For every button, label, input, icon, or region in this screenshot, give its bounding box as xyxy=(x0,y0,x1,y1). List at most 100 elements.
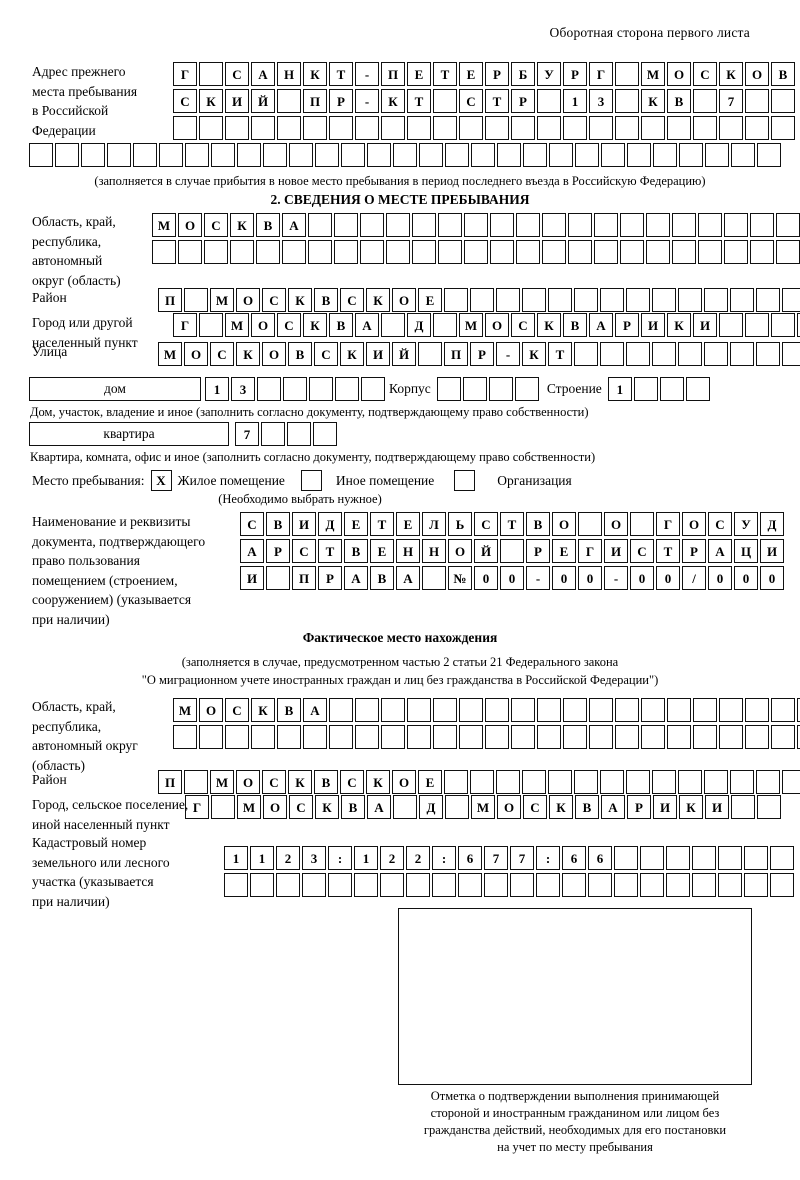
grid-cell[interactable] xyxy=(574,770,598,794)
grid-cell[interactable] xyxy=(614,873,638,897)
grid-cell[interactable] xyxy=(744,846,768,870)
grid-cell[interactable] xyxy=(620,240,644,264)
stroenie-cells[interactable]: 1 xyxy=(607,377,712,401)
grid-cell[interactable]: 7 xyxy=(510,846,534,870)
stamp-box[interactable] xyxy=(398,908,752,1085)
grid-cell[interactable]: 1 xyxy=(250,846,274,870)
grid-cell[interactable] xyxy=(438,240,462,264)
grid-cell[interactable] xyxy=(745,116,769,140)
grid-cell[interactable]: М xyxy=(225,313,249,337)
grid-cell[interactable]: О xyxy=(251,313,275,337)
grid-cell[interactable] xyxy=(185,143,209,167)
grid-cell[interactable]: О xyxy=(236,288,260,312)
grid-cell[interactable]: К xyxy=(719,62,743,86)
grid-cell[interactable]: 6 xyxy=(562,846,586,870)
grid-cell[interactable] xyxy=(782,288,800,312)
grid-cell[interactable]: 1 xyxy=(354,846,378,870)
grid-cell[interactable] xyxy=(757,143,781,167)
grid-cell[interactable]: О xyxy=(604,512,628,536)
grid-cell[interactable]: П xyxy=(444,342,468,366)
grid-cell[interactable] xyxy=(471,143,495,167)
grid-cell[interactable]: А xyxy=(303,698,327,722)
grid-cell[interactable]: С xyxy=(630,539,654,563)
grid-cell[interactable]: С xyxy=(693,62,717,86)
grid-cell[interactable] xyxy=(107,143,131,167)
grid-cell[interactable] xyxy=(666,873,690,897)
grid-cell[interactable]: О xyxy=(199,698,223,722)
grid-cell[interactable]: О xyxy=(552,512,576,536)
grid-cell[interactable] xyxy=(436,377,461,401)
grid-cell[interactable]: Р xyxy=(615,313,639,337)
grid-cell[interactable]: С xyxy=(210,342,234,366)
grid-cell[interactable] xyxy=(782,770,800,794)
grid-cell[interactable] xyxy=(308,240,332,264)
grid-cell[interactable]: Т xyxy=(407,89,431,113)
grid-cell[interactable] xyxy=(367,143,391,167)
grid-cell[interactable] xyxy=(490,240,514,264)
grid-cell[interactable] xyxy=(444,770,468,794)
grid-cell[interactable]: Е xyxy=(418,770,442,794)
grid-cell[interactable] xyxy=(563,725,587,749)
grid-cell[interactable]: 0 xyxy=(500,566,524,590)
grid-cell[interactable] xyxy=(459,725,483,749)
grid-cell[interactable] xyxy=(646,240,670,264)
grid-cell[interactable]: - xyxy=(496,342,520,366)
grid-cell[interactable]: Т xyxy=(548,342,572,366)
grid-cell[interactable]: В xyxy=(344,539,368,563)
grid-cell[interactable] xyxy=(614,846,638,870)
grid-cell[interactable] xyxy=(659,377,684,401)
grid-cell[interactable] xyxy=(484,873,508,897)
grid-cell[interactable] xyxy=(432,873,456,897)
grid-cell[interactable] xyxy=(355,116,379,140)
grid-cell[interactable] xyxy=(133,143,157,167)
grid-cell[interactable]: В xyxy=(277,698,301,722)
grid-cell[interactable]: Й xyxy=(392,342,416,366)
grid-cell[interactable]: К xyxy=(381,89,405,113)
grid-cell[interactable] xyxy=(771,313,795,337)
section2-region-row-2[interactable] xyxy=(152,240,800,264)
grid-cell[interactable] xyxy=(335,377,359,401)
grid-cell[interactable] xyxy=(630,512,654,536)
grid-cell[interactable]: П xyxy=(158,770,182,794)
grid-cell[interactable]: - xyxy=(604,566,628,590)
grid-cell[interactable] xyxy=(719,313,743,337)
grid-cell[interactable] xyxy=(594,240,618,264)
grid-cell[interactable] xyxy=(464,213,488,237)
grid-cell[interactable] xyxy=(588,873,612,897)
grid-cell[interactable] xyxy=(756,288,780,312)
grid-cell[interactable] xyxy=(303,725,327,749)
grid-cell[interactable] xyxy=(542,213,566,237)
grid-cell[interactable] xyxy=(276,873,300,897)
grid-cell[interactable] xyxy=(568,240,592,264)
grid-cell[interactable] xyxy=(406,873,430,897)
grid-cell[interactable] xyxy=(237,143,261,167)
grid-cell[interactable]: О xyxy=(392,288,416,312)
grid-cell[interactable]: Ь xyxy=(448,512,472,536)
grid-cell[interactable]: № xyxy=(448,566,472,590)
stay-type-checkbox-dwelling[interactable]: Х xyxy=(150,470,172,491)
grid-cell[interactable] xyxy=(380,873,404,897)
grid-cell[interactable] xyxy=(589,116,613,140)
grid-cell[interactable]: М xyxy=(210,288,234,312)
grid-cell[interactable]: Р xyxy=(318,566,342,590)
grid-cell[interactable]: Н xyxy=(277,62,301,86)
grid-cell[interactable] xyxy=(548,770,572,794)
grid-cell[interactable] xyxy=(745,698,769,722)
grid-cell[interactable]: Е xyxy=(396,512,420,536)
grid-cell[interactable]: С xyxy=(459,89,483,113)
grid-cell[interactable] xyxy=(444,288,468,312)
grid-cell[interactable]: К xyxy=(288,770,312,794)
grid-cell[interactable]: Е xyxy=(407,62,431,86)
grid-cell[interactable]: И xyxy=(225,89,249,113)
grid-cell[interactable]: И xyxy=(693,313,717,337)
grid-cell[interactable]: К xyxy=(251,698,275,722)
grid-cell[interactable] xyxy=(692,873,716,897)
grid-cell[interactable]: С xyxy=(292,539,316,563)
grid-cell[interactable]: С xyxy=(204,213,228,237)
grid-cell[interactable] xyxy=(393,143,417,167)
